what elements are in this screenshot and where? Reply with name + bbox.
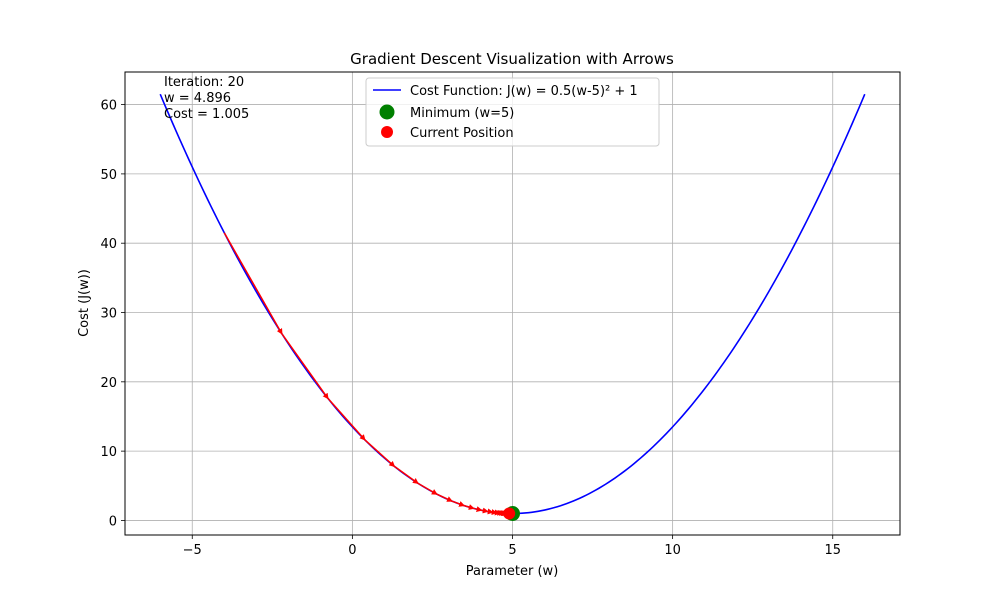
x-tick-label: 0 (348, 543, 356, 558)
legend: Cost Function: J(w) = 0.5(w-5)² + 1 Mini… (365, 77, 660, 147)
descent-arrow (417, 482, 438, 495)
annotation-iteration: Iteration: 20 (164, 75, 244, 90)
legend-curve-label: Cost Function: J(w) = 0.5(w-5)² + 1 (410, 84, 638, 99)
x-tick-label: 10 (664, 543, 681, 558)
y-tick-label: 60 (100, 99, 117, 114)
y-tick-label: 0 (109, 514, 117, 529)
legend-minimum-label: Minimum (w=5) (410, 106, 514, 121)
legend-minimum-swatch (379, 104, 395, 120)
descent-arrow (481, 507, 489, 514)
tick-layer: −5 0 5 10 15 0 10 20 30 40 50 60 (100, 99, 841, 558)
y-tick-label: 20 (100, 376, 117, 391)
descent-arrow (394, 465, 419, 484)
descent-arrow (463, 504, 475, 510)
descent-arrow (451, 500, 466, 507)
descent-arrow (223, 232, 283, 335)
grid (125, 72, 900, 535)
x-tick-label: 15 (824, 543, 841, 558)
y-tick-label: 40 (100, 237, 117, 252)
descent-arrow (364, 439, 396, 468)
legend-current-label: Current Position (410, 126, 514, 141)
annotation-cost: Cost = 1.005 (164, 107, 249, 122)
x-tick-label: −5 (183, 543, 202, 558)
arrow-layer (223, 232, 511, 517)
legend-current-swatch (381, 126, 393, 138)
descent-arrow (436, 493, 453, 502)
descent-arrow (281, 333, 329, 400)
y-tick-label: 10 (100, 445, 117, 460)
annotation-w: w = 4.896 (164, 91, 231, 106)
descent-arrow (473, 506, 483, 513)
y-tick-label: 30 (100, 307, 117, 322)
descent-arrow (487, 508, 494, 515)
marker-layer (503, 506, 520, 522)
x-tick-label: 5 (508, 543, 516, 558)
iteration-annotation: Iteration: 20 w = 4.896 Cost = 1.005 (164, 75, 249, 122)
legend-box (365, 77, 660, 147)
current-position-point (503, 507, 516, 520)
y-axis-label: Cost (J(w)) (77, 269, 92, 337)
y-tick-label: 50 (100, 168, 117, 183)
chart-title: Gradient Descent Visualization with Arro… (350, 50, 674, 68)
descent-arrow (327, 398, 366, 441)
x-axis-label: Parameter (w) (466, 564, 559, 579)
